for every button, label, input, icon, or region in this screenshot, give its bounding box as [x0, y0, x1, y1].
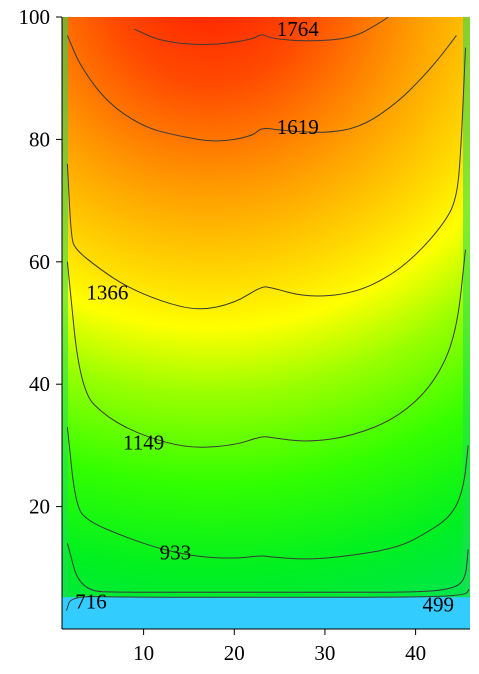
contour-label-716: 716: [75, 589, 107, 613]
contour-label-1764: 1764: [277, 17, 320, 41]
filled-contour-field: [62, 17, 470, 629]
x-tick-label: 40: [405, 641, 426, 665]
contour-line-499: [66, 588, 470, 611]
plot-area: [62, 17, 470, 629]
contour-label-1149: 1149: [123, 430, 164, 454]
contour-labels: 499 716 933 1149 1366 1619 1764: [75, 17, 454, 616]
y-tick-label: 40: [29, 372, 50, 396]
left-edge-band: [62, 17, 68, 598]
low-value-band: [62, 597, 470, 629]
x-tick-label: 30: [314, 641, 335, 665]
x-tick-label: 20: [224, 641, 245, 665]
axes: 20 40 60 80 100 10 20 30 40: [19, 5, 470, 665]
contour-label-1366: 1366: [86, 280, 128, 304]
y-tick-label: 80: [29, 127, 50, 151]
contour-line-933: [66, 426, 469, 560]
contour-lines: [66, 17, 470, 611]
contour-label-499: 499: [423, 593, 455, 617]
x-tick-label: 10: [133, 641, 154, 665]
contour-line-1764: [134, 17, 389, 46]
contour-label-933: 933: [160, 541, 192, 565]
y-tick-label: 100: [19, 5, 51, 29]
right-edge-band: [463, 17, 470, 598]
contour-line-1149: [66, 249, 466, 448]
contour-line-1619: [66, 35, 457, 142]
y-tick-label: 20: [29, 495, 50, 519]
y-tick-label: 60: [29, 250, 50, 274]
contour-label-1619: 1619: [277, 115, 319, 139]
contour-line-1366: [66, 47, 466, 310]
contour-line-716: [66, 543, 469, 593]
